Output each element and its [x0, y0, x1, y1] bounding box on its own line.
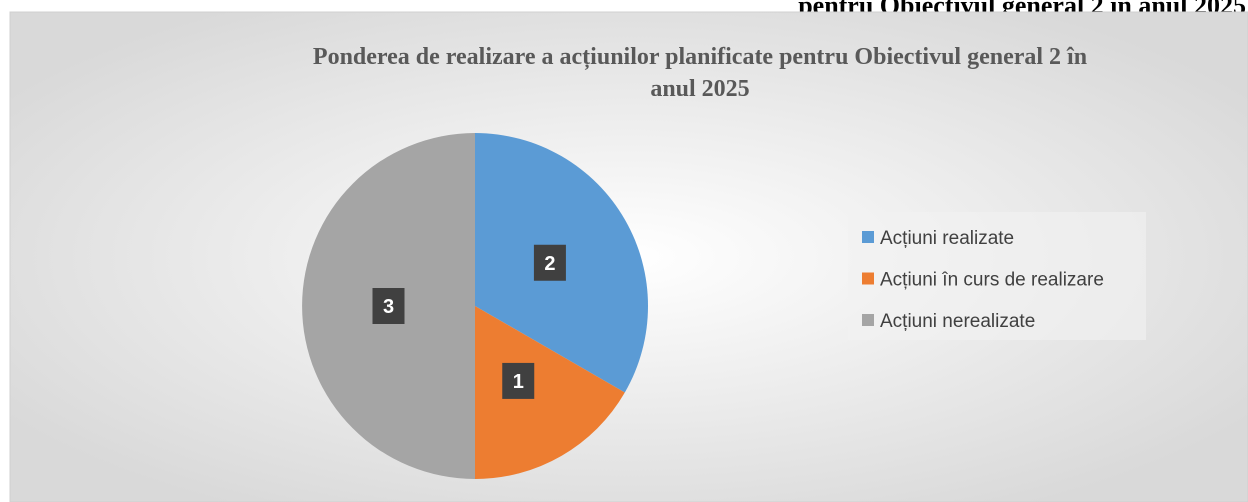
chart: 2 1 3 Acțiuni realizate Acțiuni în curs de r… — [302, 133, 1104, 479]
data-label-box — [372, 288, 405, 324]
legend-box — [848, 212, 1146, 340]
legend-swatch — [862, 314, 874, 326]
pie-slice — [475, 306, 625, 479]
data-label-box — [502, 362, 535, 399]
data-label: 1 — [513, 371, 524, 393]
legend-swatch — [862, 231, 874, 243]
legend-label: Acțiuni nerealizate — [880, 311, 1035, 332]
chart-title: Ponderea de realizare a acțiunilor plani… — [313, 44, 1087, 102]
legend-label: Acțiuni realizate — [880, 228, 1014, 249]
data-label: 2 — [544, 253, 555, 275]
data-label-box — [533, 244, 566, 281]
legend-swatch — [862, 272, 874, 285]
data-label: 3 — [383, 296, 394, 318]
legend-label: Acțiuni în curs de realizare — [880, 270, 1104, 291]
